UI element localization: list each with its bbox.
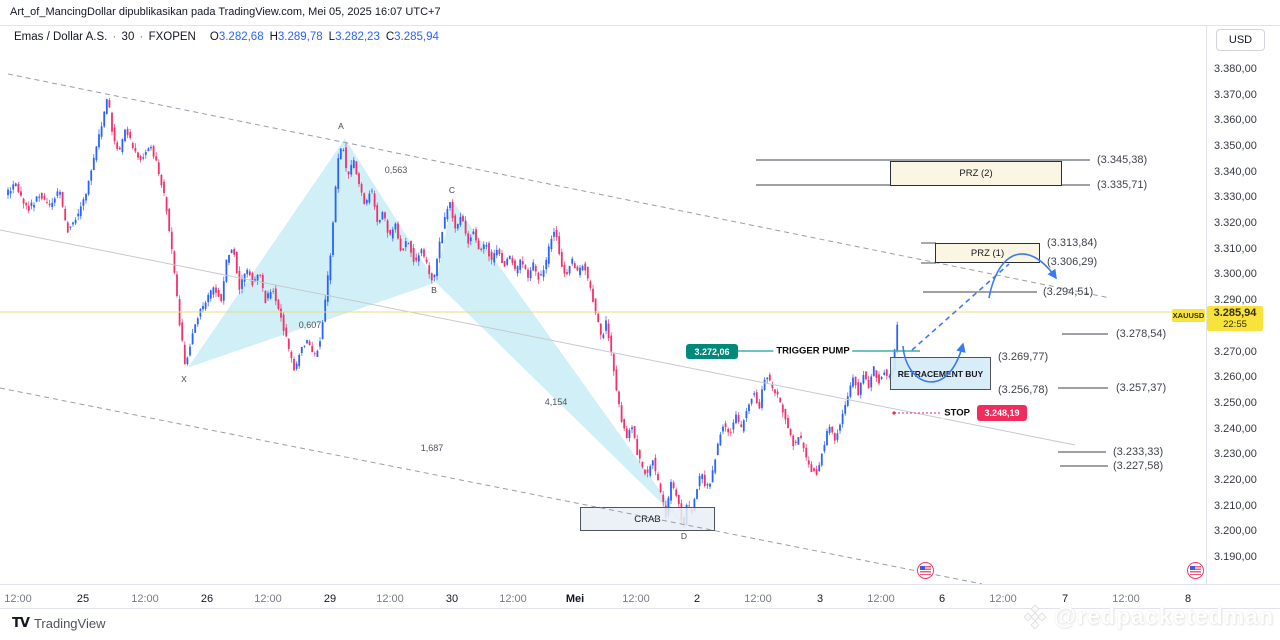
price-level-label: (3.345,38): [1097, 154, 1148, 166]
price-level-label: (3.269,77): [998, 351, 1049, 363]
time-axis-label: 29: [323, 593, 337, 605]
price-axis-label: 3.200,00: [1214, 525, 1257, 537]
time-axis-label: 7: [1061, 593, 1069, 605]
time-axis-label: Mei: [565, 593, 585, 605]
price-axis-label: 3.350,00: [1214, 140, 1257, 152]
time-axis-label: 12:00: [4, 593, 32, 605]
price-axis-label: 3.210,00: [1214, 500, 1257, 512]
price-axis-label: 3.250,00: [1214, 397, 1257, 409]
time-axis-label: 12:00: [1112, 593, 1140, 605]
close-value: 3.285,94: [394, 31, 439, 43]
low-value: 3.282,23: [335, 31, 380, 43]
price-level-label: (3.227,58): [1113, 460, 1164, 472]
pattern-point-d: D: [680, 531, 688, 541]
last-price-value: 3.285,94: [1213, 307, 1257, 319]
price-axis-label: 3.240,00: [1214, 423, 1257, 435]
trigger-price-tag[interactable]: 3.272,06: [686, 344, 738, 359]
us-flag-marker-icon: [917, 562, 934, 579]
pattern-point-a: A: [338, 121, 344, 131]
time-axis-label: 12:00: [622, 593, 650, 605]
symbol-title[interactable]: Emas / Dollar A.S.: [14, 31, 108, 43]
price-axis-label: 3.260,00: [1214, 371, 1257, 383]
price-axis-label: 3.300,00: [1214, 268, 1257, 280]
trigger-pump-label: TRIGGER PUMP: [773, 345, 853, 357]
time-axis-label: 25: [76, 593, 90, 605]
price-axis-label: 3.340,00: [1214, 166, 1257, 178]
price-axis-label: 3.320,00: [1214, 217, 1257, 229]
price-level-label: (3.306,29): [1047, 256, 1098, 268]
pattern-point-x: X: [181, 374, 187, 384]
interval-label[interactable]: 30: [121, 31, 135, 43]
time-axis-label: 3: [816, 593, 824, 605]
binance-diamond-icon: [1023, 603, 1047, 630]
tradingview-logo[interactable]: TV TradingView: [12, 616, 106, 631]
price-level-label: (3.313,84): [1047, 237, 1098, 249]
price-axis-divider[interactable]: [1206, 25, 1207, 584]
time-axis-label: 8: [1184, 593, 1192, 605]
price-axis-label: 3.310,00: [1214, 243, 1257, 255]
stop-price-tag[interactable]: 3.248,19: [977, 405, 1027, 421]
tradingview-logo-icon: TV: [12, 616, 30, 631]
price-axis-label: 3.190,00: [1214, 551, 1257, 563]
time-axis-label: 12:00: [376, 593, 404, 605]
price-axis-label: 3.370,00: [1214, 89, 1257, 101]
bar-countdown: 22:55: [1223, 319, 1247, 330]
price-level-label: (3.335,71): [1097, 179, 1148, 191]
price-level-label: (3.294,51): [1043, 286, 1094, 298]
time-axis-label: 12:00: [867, 593, 895, 605]
last-price-tag: 3.285,94 22:55: [1207, 306, 1263, 331]
publish-attribution: Art_of_MancingDollar dipublikasikan pada…: [10, 6, 441, 18]
prz1-box[interactable]: PRZ (1): [935, 243, 1040, 263]
fib-ratio-label: 1,687: [420, 443, 444, 453]
fib-ratio-label: 4,154: [544, 397, 568, 407]
watermark-handle: @redpacketedman: [1053, 603, 1274, 629]
price-axis-label: 3.290,00: [1214, 294, 1257, 306]
open-value: 3.282,68: [218, 31, 264, 43]
price-level-label: (3.256,78): [998, 384, 1049, 396]
fib-ratio-label: 0,607: [298, 320, 322, 330]
price-axis-label: 3.230,00: [1214, 448, 1257, 460]
price-axis-label: 3.220,00: [1214, 474, 1257, 486]
us-flag-marker-icon: [1187, 562, 1204, 579]
price-level-label: (3.257,37): [1116, 382, 1167, 394]
currency-toggle-button[interactable]: USD: [1216, 29, 1265, 51]
symbol-info-row: Emas / Dollar A.S. · 30 · FXOPEN O3.282,6…: [14, 31, 439, 43]
price-axis-label: 3.380,00: [1214, 63, 1257, 75]
time-axis-label: 12:00: [989, 593, 1017, 605]
price-axis-label: 3.330,00: [1214, 191, 1257, 203]
price-level-label: (3.233,33): [1113, 446, 1164, 458]
time-axis-label: 2: [693, 593, 701, 605]
price-level-label: (3.278,54): [1116, 328, 1167, 340]
time-axis-label: 30: [445, 593, 459, 605]
price-axis-label: 3.270,00: [1214, 346, 1257, 358]
high-value: 3.289,78: [277, 31, 323, 43]
retracement-buy-box[interactable]: RETRACEMENT BUY: [890, 357, 991, 390]
time-axis-label: 12:00: [254, 593, 282, 605]
time-axis-divider[interactable]: [0, 584, 1280, 585]
ohlc-values: O3.282,68 H3.289,78 L3.282,23 C3.285,94: [209, 31, 439, 43]
stop-label: STOP: [941, 407, 973, 419]
author-watermark: @redpacketedman: [1022, 603, 1274, 630]
time-axis-label: 6: [938, 593, 946, 605]
exchange-label[interactable]: FXOPEN: [148, 31, 196, 43]
prz2-box[interactable]: PRZ (2): [890, 161, 1062, 186]
pattern-point-b: B: [431, 285, 437, 295]
fib-ratio-label: 0,563: [384, 165, 408, 175]
time-axis-label: 12:00: [499, 593, 527, 605]
symbol-price-flag: XAUUSD: [1172, 309, 1205, 322]
price-axis-label: 3.360,00: [1214, 114, 1257, 126]
time-axis-label: 12:00: [131, 593, 159, 605]
time-axis-label: 12:00: [744, 593, 772, 605]
header-divider: [0, 25, 1280, 26]
pattern-point-c: C: [448, 185, 456, 195]
time-axis-label: 26: [200, 593, 214, 605]
footer-bar: TV TradingView @redpacketedman: [0, 603, 1280, 640]
